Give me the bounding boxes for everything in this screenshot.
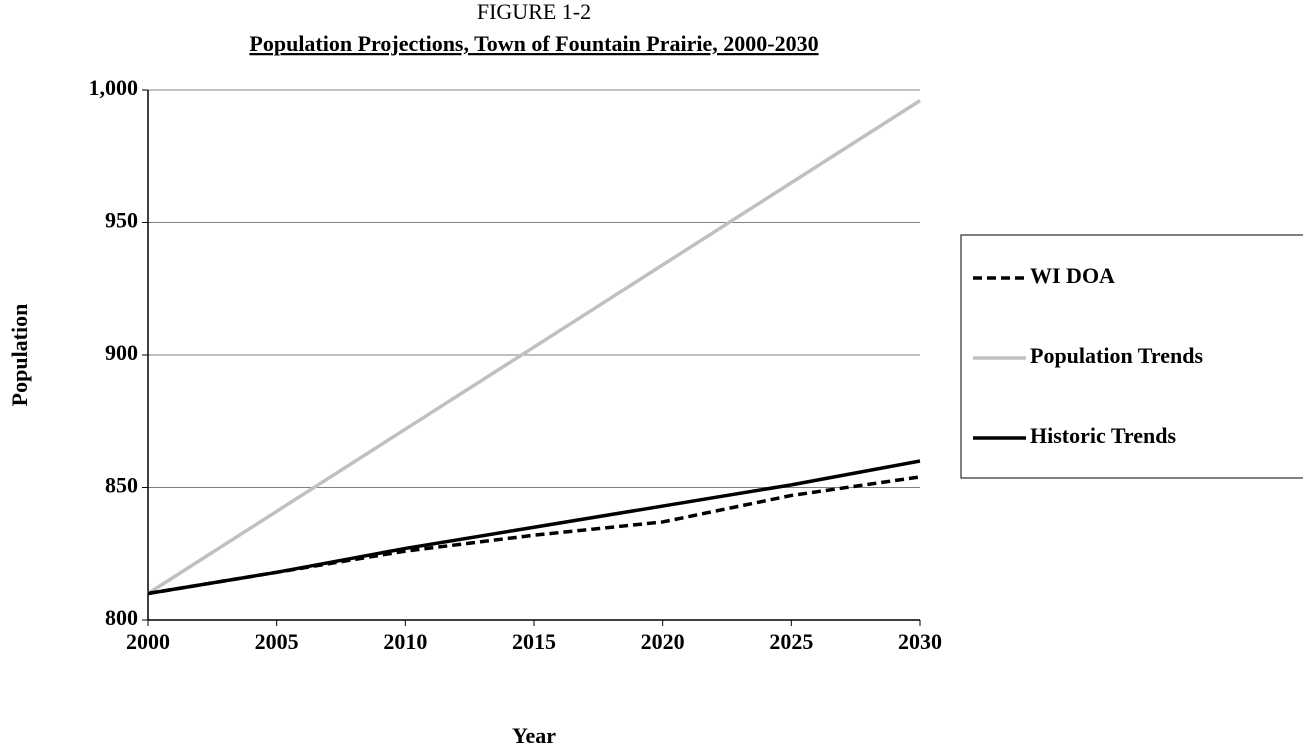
y-tick-label: 900 (105, 340, 138, 365)
x-tick-label: 2005 (255, 629, 299, 654)
y-axis-label: Population (7, 304, 32, 407)
y-tick-label: 950 (105, 208, 138, 233)
legend-label: WI DOA (1030, 263, 1115, 288)
x-tick-label: 2010 (383, 629, 427, 654)
series-line (147, 99, 921, 595)
x-tick-label: 2000 (126, 629, 170, 654)
chart-title: FIGURE 1-2 (477, 0, 591, 24)
y-tick-label: 850 (105, 473, 138, 498)
x-tick-label: 2020 (641, 629, 685, 654)
x-tick-label: 2030 (898, 629, 942, 654)
legend-label: Historic Trends (1030, 423, 1177, 448)
series-line (147, 459, 921, 596)
y-tick-label: 1,000 (89, 75, 139, 100)
legend-label: Population Trends (1030, 343, 1203, 368)
chart-subtitle: Population Projections, Town of Fountain… (249, 31, 818, 56)
x-tick-label: 2025 (769, 629, 813, 654)
x-tick-label: 2015 (512, 629, 556, 654)
y-tick-label: 800 (105, 605, 138, 630)
x-axis-label: Year (512, 723, 556, 748)
